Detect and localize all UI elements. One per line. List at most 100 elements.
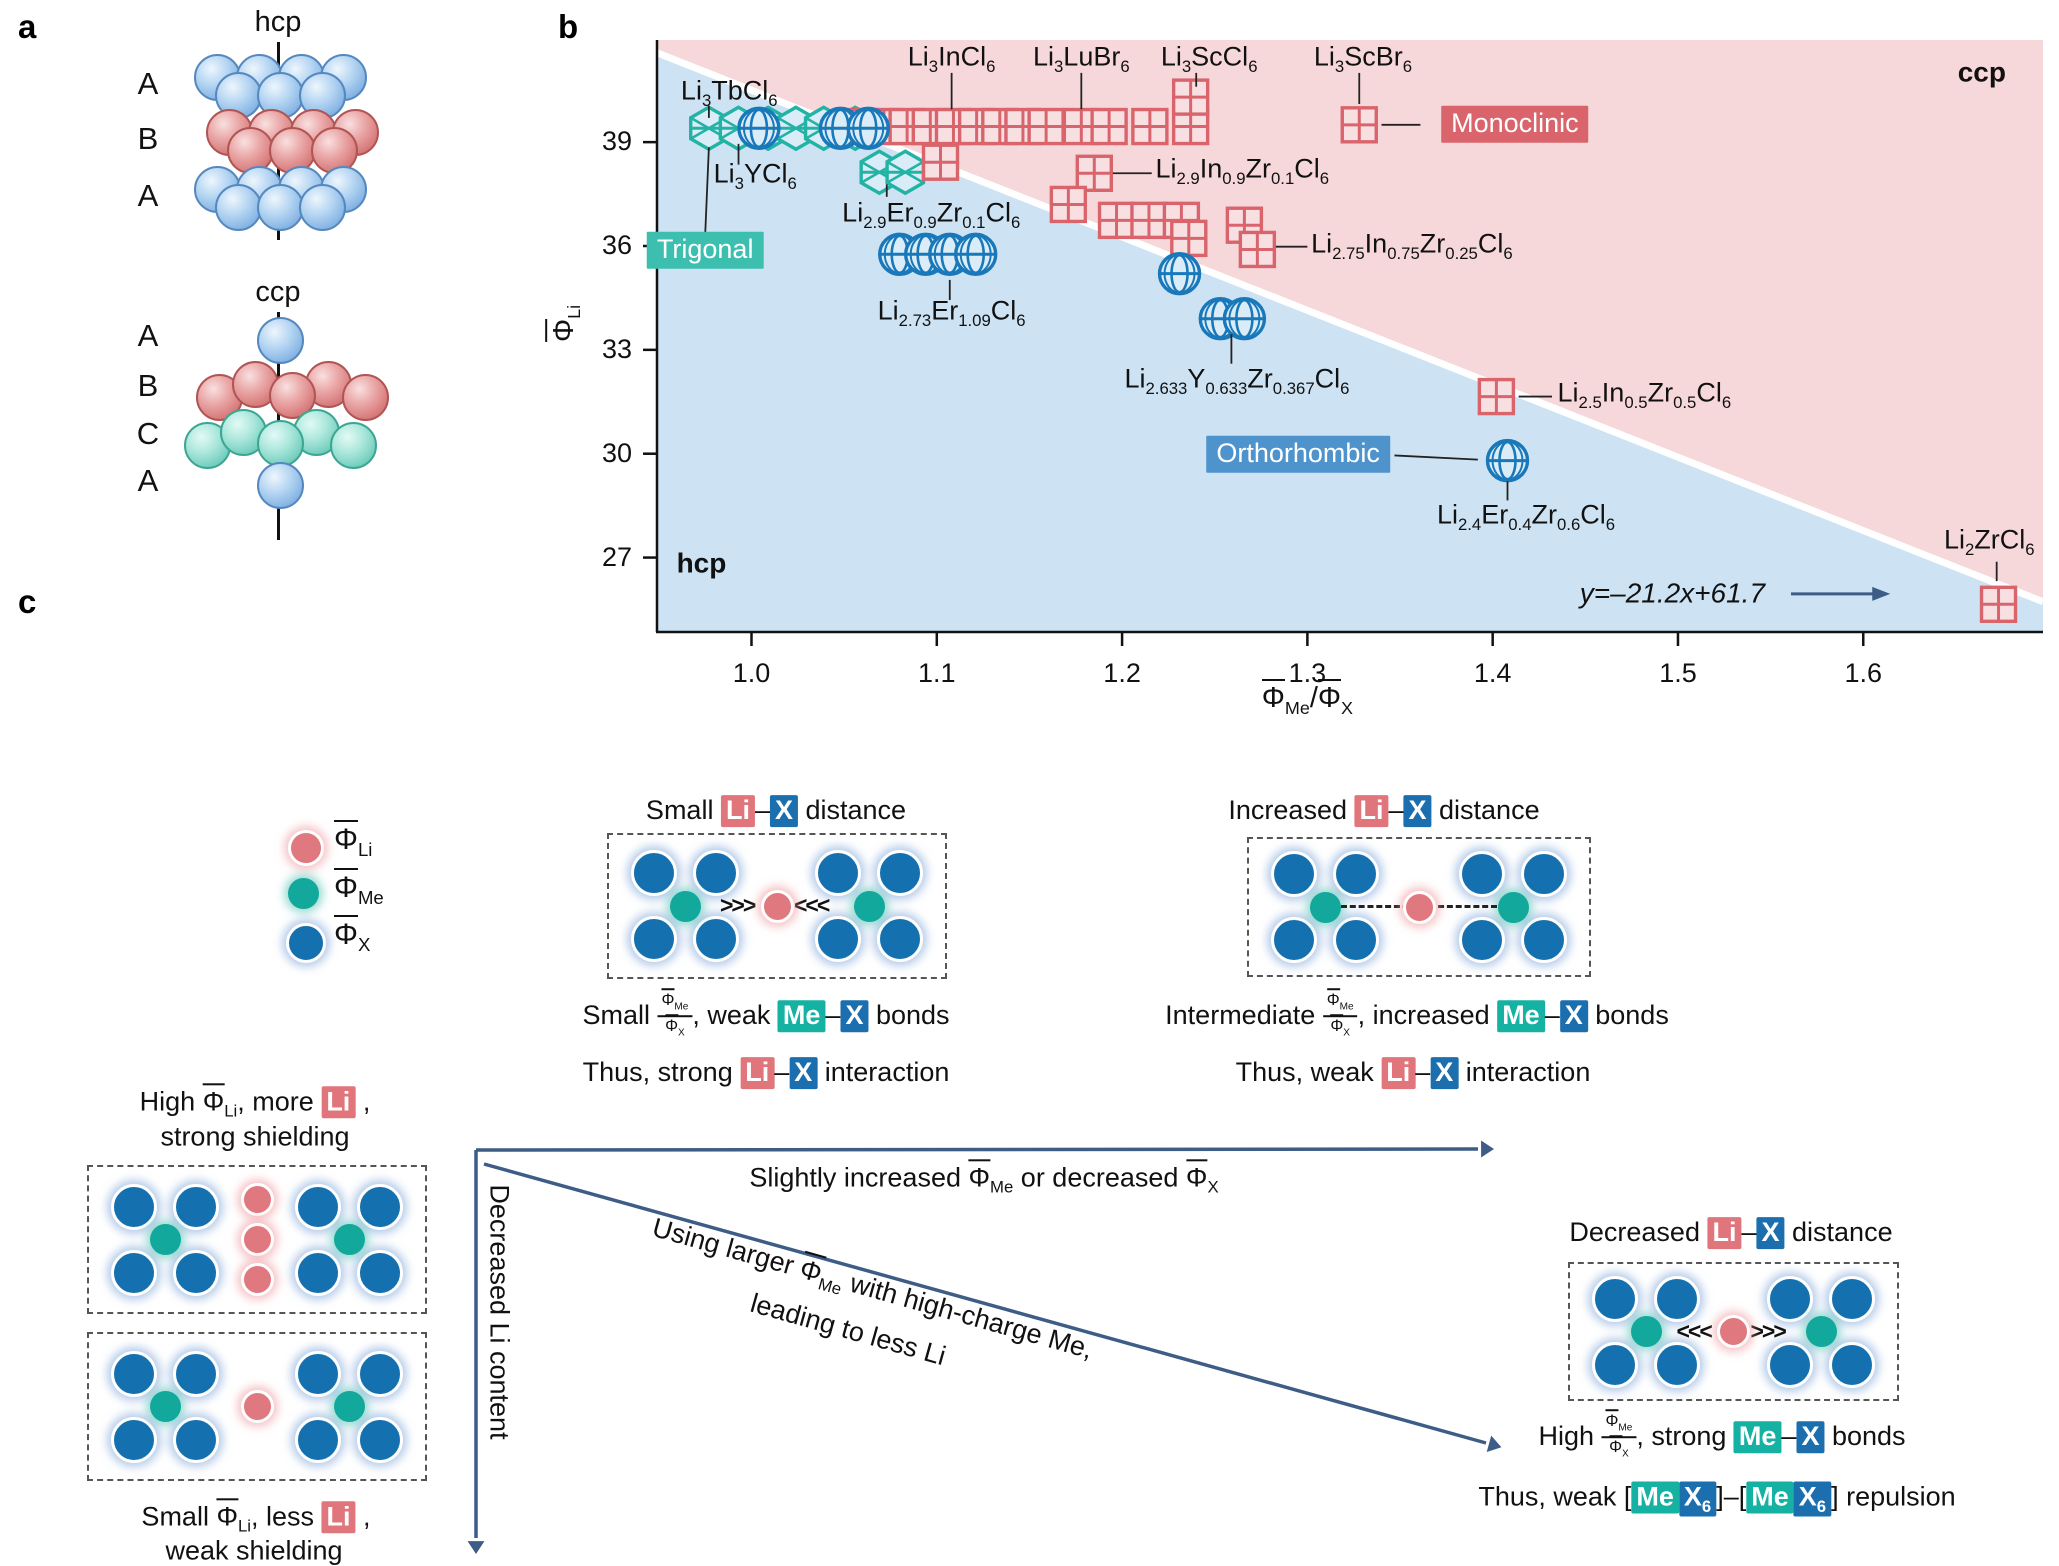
cluster-box-li1 (87, 1332, 427, 1481)
x-tick-label: 1.1 (918, 658, 956, 688)
small-lix-title: Small Li – X distance (645, 795, 907, 827)
x-anion-circle (877, 916, 923, 962)
red-sphere (341, 373, 389, 421)
x-anion-circle (111, 1416, 157, 1463)
layer-label: A (137, 463, 159, 498)
formula-label: Li3LuBr6 (1032, 41, 1130, 76)
small-phi-li-caption1: Small ΦLi, less Li , (141, 1498, 371, 1536)
formula-label: Li3ScCl6 (1160, 41, 1258, 76)
x-chip: X (769, 795, 798, 827)
decreased-lix-title: Decreased Li – X distance (1569, 1217, 1893, 1249)
x-anion-circle (111, 1350, 157, 1397)
me-cation-circle (1309, 891, 1341, 923)
x-anion-circle (357, 1416, 403, 1463)
x-anion-circle (1592, 1341, 1638, 1388)
x-anion-circle (357, 1249, 403, 1296)
x-anion-circle (1459, 917, 1505, 963)
x-anion-circle (877, 850, 923, 896)
y-tick-label: 30 (601, 437, 632, 468)
x-anion-circle (173, 1350, 219, 1397)
red-sphere (310, 126, 358, 174)
x-anion-circle (1767, 1275, 1813, 1322)
formula-label: Li2.73Er1.09Cl6 (877, 295, 1026, 331)
x-tick-label: 1.0 (732, 658, 771, 688)
li-chip: Li (1707, 1217, 1742, 1249)
formula-label: Li2.9Er0.9Zr0.1Cl6 (842, 197, 1021, 232)
li-cation-circle (760, 889, 794, 923)
me-chip: Me (1631, 1481, 1679, 1514)
formula-label: Li2ZrCl6 (1943, 524, 2035, 559)
me-legend-circle (287, 877, 319, 909)
repulsion-arrows: >>> (1750, 1317, 1787, 1344)
repulsion-arrows: <<< (1676, 1317, 1713, 1344)
increased-lix-caption1: Intermediate ΦMe ΦX, increased Me – X bonds (1165, 988, 1669, 1041)
li-cation-circle (240, 1390, 274, 1423)
x-anion-circle (1333, 851, 1379, 897)
formula-label: Li2.633Y0.633Zr0.367Cl6 (1124, 363, 1350, 398)
me-cation-circle (669, 890, 701, 922)
decreased-lix-caption1: High ΦMe ΦX, strong Me – X bonds (1538, 1409, 1906, 1462)
trigonal-legend-box: Trigonal (646, 231, 764, 269)
x-chip: X (1796, 1421, 1825, 1453)
layer-label: A (137, 318, 159, 353)
blue-sphere (256, 461, 304, 509)
formula-label: Li3ScBr6 (1313, 41, 1413, 76)
x-anion-circle (1271, 851, 1317, 897)
li-cation-circle (240, 1183, 274, 1216)
x-anion-circle (1767, 1341, 1813, 1388)
y-tick-label: 33 (601, 333, 632, 364)
y-tick-label: 27 (601, 541, 632, 572)
high-phi-li-title2: strong shielding (160, 1121, 350, 1152)
increased-lix-caption2: Thus, weak Li – X interaction (1235, 1057, 1591, 1089)
legend-label: ΦMe (334, 868, 384, 909)
li-chip: Li (740, 1057, 775, 1089)
formula-label: Li2.4Er0.4Zr0.6Cl6 (1436, 500, 1616, 535)
x-axis-title: ΦMe/ΦX (1227, 679, 1387, 719)
x-anion-circle (1521, 917, 1567, 963)
y-tick-label: 39 (601, 126, 632, 157)
decreased-lix-caption2: Thus, weak [Me X6]–[Me X6] repulsion (1478, 1481, 1956, 1517)
annotation-yx: y=–21.2x+61.7 (1579, 577, 1766, 609)
monoclinic-legend-box: Monoclinic (1441, 105, 1589, 143)
x-legend-circle (286, 923, 326, 963)
me-cation-circle (333, 1391, 365, 1422)
x-anion-circle (1654, 1275, 1700, 1322)
x-anion-circle (693, 916, 739, 962)
annotation-hcp: hcp (676, 547, 727, 579)
phi-ratio-fraction: ΦMe ΦX (657, 988, 693, 1039)
phi-ratio-fraction: ΦMe ΦX (1322, 988, 1358, 1039)
x-anion-circle (1829, 1341, 1875, 1388)
cluster-box-li3 (87, 1165, 427, 1314)
x-anion-circle (173, 1183, 219, 1230)
li-cation-circle (240, 1223, 274, 1256)
x-chip: X (840, 1000, 869, 1032)
blue-sphere (214, 183, 262, 231)
flow-vertical-label: Decreased Li content (484, 1184, 515, 1440)
formula-label: Li3InCl6 (907, 41, 996, 76)
li-chip: Li (321, 1086, 356, 1119)
li-chip: Li (1381, 1057, 1416, 1089)
x-chip: X (1559, 1000, 1588, 1032)
phi-ratio-fraction: ΦMe ΦX (1601, 1409, 1637, 1460)
x-anion-circle (1829, 1275, 1875, 1322)
x-anion-circle (1654, 1341, 1700, 1388)
layer-label: B (137, 121, 159, 156)
chart-annotations-layer: 1.0 1.1 1.2 1.3 1.4 1.5 1.6 27 30 33 36 39 ΦMe/ΦX ΦLi… (0, 0, 2059, 780)
panel-b-label: b (558, 8, 579, 45)
li-chip: Li (720, 795, 755, 827)
repulsion-arrows: <<< (794, 892, 830, 918)
li-cation-circle (240, 1263, 274, 1296)
x-anion-circle (295, 1249, 341, 1296)
li-legend-circle (288, 830, 324, 866)
packing-title: ccp (255, 276, 301, 308)
x-anion-circle (1333, 917, 1379, 963)
me-cation-circle (853, 890, 885, 922)
blue-sphere (256, 316, 304, 364)
legend-label: ΦX (334, 915, 370, 956)
packing-title: hcp (254, 6, 302, 38)
panel-c-label: c (18, 583, 37, 620)
me-chip: Me (1497, 1000, 1545, 1032)
cluster-box-arrows-in: >>> <<< (607, 833, 947, 979)
x-chip: X (1403, 795, 1432, 827)
x-anion-circle (173, 1249, 219, 1296)
